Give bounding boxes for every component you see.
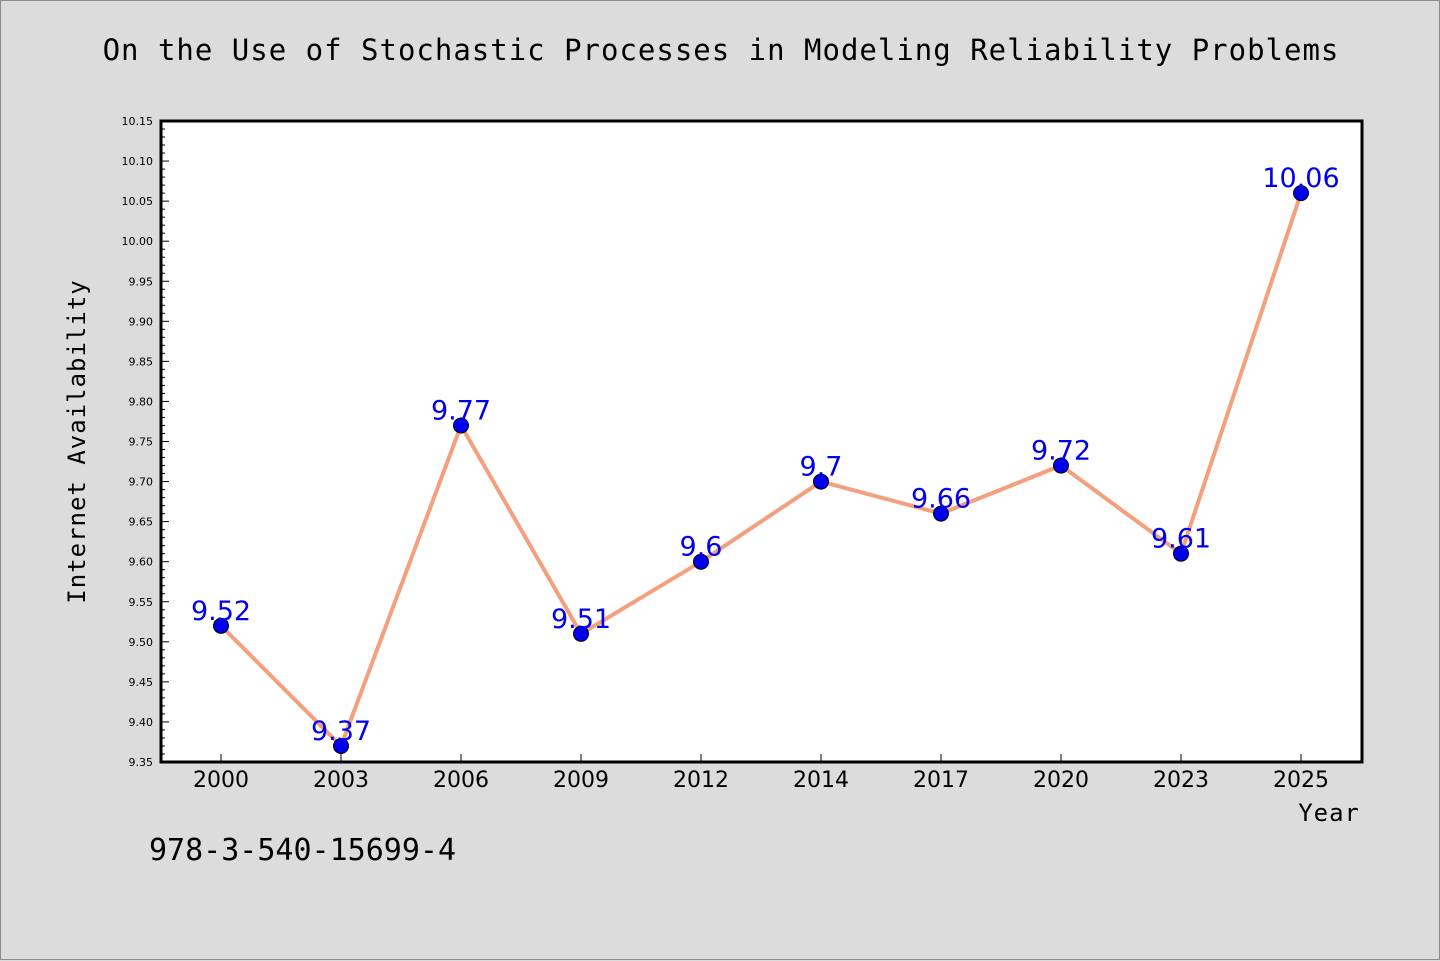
y-tick-label: 10.00 [122,235,154,248]
data-point [1173,545,1189,562]
data-point [453,417,469,434]
y-tick-label: 9.45 [129,676,154,689]
x-tick-label: 2012 [673,768,729,793]
y-tick-label: 9.40 [129,716,154,729]
data-point [1053,457,1069,474]
data-label: 9.66 [911,484,971,515]
plot-area [161,121,1362,762]
y-tick-label: 9.60 [129,556,154,569]
data-labels: 9.52 9.37 9.77 9.51 9.6 9.7 9.66 9.72 9.61 10.06 [191,163,1340,747]
y-axis-label: Internet Availability [63,279,91,603]
plot-frame [159,119,1364,764]
data-label: 9.51 [551,604,611,635]
data-label: 9.77 [431,395,491,426]
data-point [1293,185,1309,202]
x-tick-label: 2014 [793,768,849,793]
x-tick-label: 2017 [913,768,969,793]
data-label: 9.6 [680,532,723,563]
data-point [333,737,349,754]
y-tick-label: 9.95 [129,275,154,288]
chart-title: On the Use of Stochastic Processes in Mo… [102,33,1340,67]
x-tick-label: 2006 [433,768,489,793]
data-label: 9.37 [311,716,371,747]
y-tick-label: 9.70 [129,476,154,489]
data-label: 9.52 [191,596,251,627]
data-point [693,553,709,570]
y-tick-label: 9.65 [129,516,154,529]
x-tick-label: 2020 [1033,768,1089,793]
data-point [573,625,589,642]
y-axis: 9.35 9.40 9.45 9.50 9.55 9.60 9.65 9.70 9.75 9.80… [122,115,169,769]
x-tick-label: 2025 [1273,768,1329,793]
x-axis: 2000 2003 2006 2009 2012 2014 2017 2020 2023 2025 [193,754,1329,793]
x-tick-label: 2009 [553,768,609,793]
data-label: 9.61 [1151,524,1211,555]
y-tick-label: 9.90 [129,315,154,328]
x-tick-label: 2003 [313,768,369,793]
data-label: 9.72 [1031,436,1091,467]
x-tick-label: 2000 [193,768,249,793]
y-tick-label: 10.15 [122,115,154,128]
series-group [213,185,1309,754]
data-point [213,617,229,634]
data-point [933,505,949,522]
y-tick-label: 9.55 [129,596,154,609]
y-tick-label: 9.85 [129,355,154,368]
y-tick-label: 9.75 [129,436,154,449]
y-tick-label: 10.10 [122,155,154,168]
y-tick-label: 9.35 [129,756,154,769]
x-axis-label: Year [1298,799,1360,827]
data-label: 10.06 [1262,163,1339,194]
data-label: 9.7 [800,452,843,483]
y-tick-label: 9.50 [129,636,154,649]
x-tick-label: 2023 [1153,768,1209,793]
data-point [813,473,829,490]
isbn-caption: 978-3-540-15699-4 [149,833,457,868]
y-tick-label: 10.05 [122,195,154,208]
y-tick-label: 9.80 [129,395,154,408]
series-line [219,192,1303,748]
